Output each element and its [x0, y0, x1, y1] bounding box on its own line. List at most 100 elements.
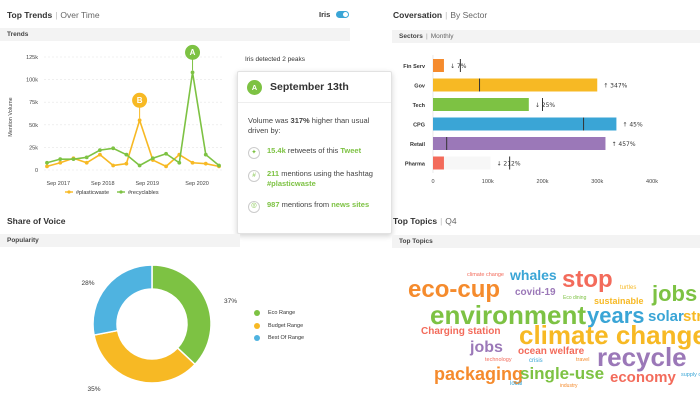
hashtag-icon: # — [248, 170, 260, 183]
data-point — [190, 160, 195, 165]
topic-word[interactable]: jobs — [652, 281, 698, 306]
topic-word[interactable]: ocean welfare — [518, 346, 585, 357]
delta-label: ↑ 45% — [622, 122, 643, 129]
x-tick-label: 200k — [537, 179, 549, 185]
legend-item: Best Of Range — [254, 335, 304, 341]
data-point — [111, 146, 116, 151]
topic-word[interactable]: str — [683, 308, 700, 325]
topic-word[interactable]: travel — [576, 357, 590, 363]
topic-word[interactable]: years — [587, 303, 645, 328]
x-tick-label: Sep 2018 — [91, 181, 115, 187]
data-point — [177, 160, 182, 165]
sector-bar — [433, 156, 444, 170]
legend-dot — [254, 310, 260, 316]
topic-word[interactable]: recycle — [597, 342, 687, 372]
slice-value-label: 35% — [87, 386, 100, 393]
x-tick-label: 300k — [591, 179, 603, 185]
trends-strip: Trends — [0, 28, 350, 41]
topic-word[interactable]: local — [510, 381, 523, 387]
data-point — [150, 156, 155, 161]
legend-item: Budget Range — [254, 322, 304, 329]
data-point — [203, 161, 208, 166]
donut-slice — [151, 264, 212, 366]
popularity-strip: Popularity — [0, 234, 240, 247]
data-point — [164, 164, 168, 169]
topic-word[interactable]: turtles — [620, 285, 637, 291]
legend-label: #plasticwaste — [76, 190, 109, 196]
peak-label: A — [190, 48, 196, 57]
sector-bar — [433, 98, 529, 111]
data-point — [137, 118, 142, 123]
conversation-title: Coversation | By Sector — [393, 10, 488, 20]
y-tick-label: 75k — [29, 100, 38, 106]
x-tick-label: 400k — [646, 179, 658, 185]
sector-label: Pharma — [405, 162, 426, 168]
trends-title: Top Trends | Over Time — [7, 10, 100, 20]
legend-label: Best Of Range — [268, 335, 305, 341]
sector-label: Fin Serv — [403, 64, 426, 70]
data-point — [164, 151, 168, 156]
data-point — [203, 152, 208, 157]
tooltip-retweets: 15.4k retweets of this Tweet — [267, 146, 362, 156]
y-tick-label: 125k — [26, 55, 38, 61]
sector-label: Tech — [413, 103, 426, 109]
tooltip-peak-badge: A — [247, 79, 262, 95]
tweet-link[interactable]: Tweet — [340, 146, 362, 156]
delta-label: ↑ 457% — [611, 141, 635, 148]
topic-word[interactable]: solar — [648, 308, 684, 325]
popularity-donut: 37% 35% 28% — [81, 264, 237, 393]
trends-chart: 0 25k 50k 75k 100k 125k Mention Volume Sep 2017… — [8, 44, 222, 196]
topic-word[interactable]: whales — [510, 267, 557, 283]
topics-strip: Top Topics — [392, 235, 700, 248]
topic-word[interactable]: economy — [610, 369, 676, 386]
topic-word[interactable]: climate change — [519, 320, 700, 350]
data-point — [71, 157, 76, 162]
news-sites-link[interactable]: news sites — [331, 199, 370, 209]
topic-word[interactable]: packaging — [434, 364, 524, 384]
topic-word[interactable]: stop — [562, 266, 613, 293]
legend-label: Eco Range — [268, 310, 296, 316]
legend-dot — [254, 322, 260, 329]
x-tick-label: Sep 2020 — [185, 181, 209, 187]
y-tick-label: 0 — [35, 168, 38, 174]
legend-dot — [254, 335, 260, 341]
data-point — [217, 163, 221, 168]
topic-word[interactable]: crisis — [529, 358, 543, 364]
delta-label: ↓ 25% — [535, 102, 556, 109]
iris-toggle[interactable] — [336, 11, 349, 18]
topic-word[interactable]: Eco dining — [563, 295, 587, 301]
legend-item: Eco Range — [254, 310, 295, 316]
share-of-voice-title: Share of Voice — [7, 216, 66, 226]
tooltip-date: September 13th — [270, 81, 349, 93]
topic-word[interactable]: technology — [485, 357, 512, 363]
topic-word[interactable]: covid-19 — [515, 287, 556, 298]
topic-word[interactable]: Charging station — [421, 326, 501, 337]
peak-label: B — [137, 96, 143, 105]
tooltip-summary: Volume was 317% higher than usual driven… — [248, 116, 370, 136]
series-line — [46, 72, 220, 167]
peak-marker — [185, 44, 201, 60]
sector-label: Retail — [410, 142, 425, 148]
topic-word[interactable]: eco-cup — [408, 276, 501, 303]
topic-word[interactable]: single-use — [520, 364, 605, 383]
sector-bar — [433, 78, 598, 92]
globe-icon: ◎ — [248, 200, 260, 213]
peak-note: Iris detected 2 peaks — [245, 56, 305, 63]
sector-label: CPG — [413, 123, 425, 129]
x-tick-label: Sep 2017 — [46, 181, 70, 187]
tooltip-hashtag: 211 mentions using the hashtag #plasticw… — [267, 169, 373, 189]
data-point — [58, 160, 63, 165]
data-point — [137, 163, 142, 168]
data-point — [45, 160, 49, 165]
data-point — [124, 152, 129, 157]
slice-value-label: 37% — [224, 298, 237, 305]
legend-label: Budget Range — [268, 322, 304, 329]
data-point — [58, 157, 63, 162]
topic-word[interactable]: industry — [560, 383, 578, 389]
topic-word[interactable]: climate change — [467, 272, 504, 278]
topic-word[interactable]: environment — [430, 300, 587, 330]
topic-word[interactable]: supply c — [681, 372, 700, 378]
topic-word[interactable]: sustainable — [594, 296, 644, 306]
donut-slice — [92, 264, 153, 336]
topic-word[interactable]: jobs — [470, 339, 503, 356]
